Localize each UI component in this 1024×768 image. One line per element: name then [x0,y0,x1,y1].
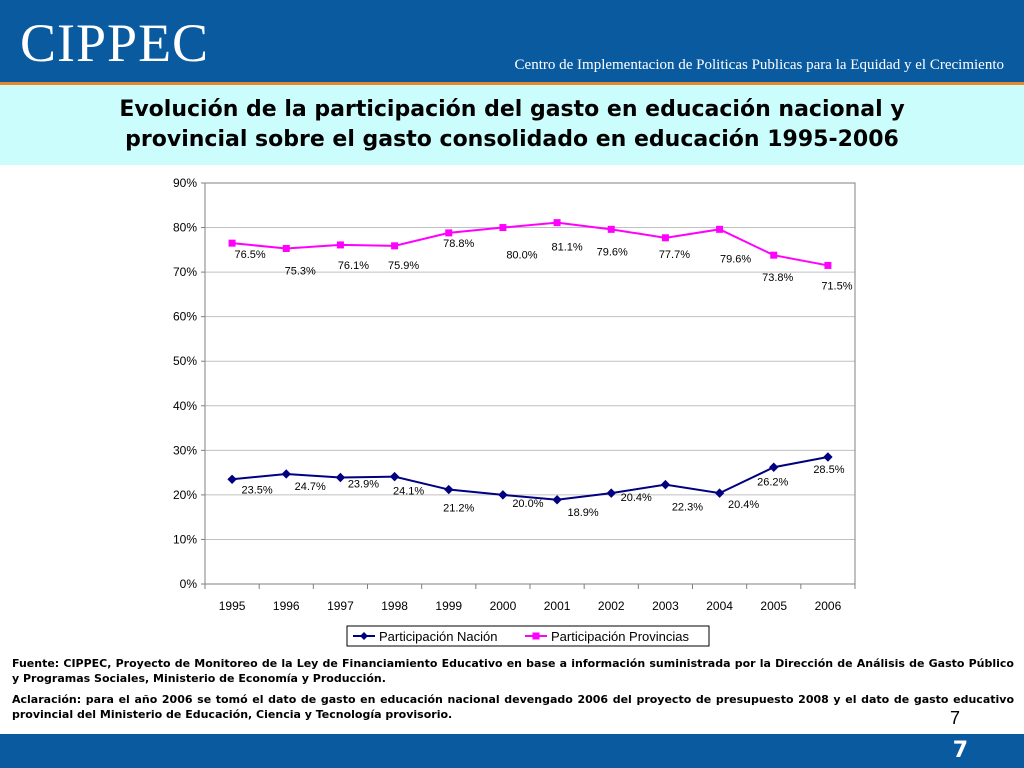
data-point [716,225,724,233]
data-label: 75.3% [285,265,316,277]
data-point [660,479,671,490]
data-label: 23.5% [241,484,272,496]
data-point [607,225,615,233]
y-tick-label: 70% [173,265,197,279]
y-tick-label: 80% [173,221,197,235]
x-tick-label: 2004 [706,599,733,613]
plot-area-border [204,182,856,585]
data-label: 20.0% [512,498,543,510]
data-label: 22.3% [672,502,703,514]
x-tick-label: 2001 [544,599,571,613]
data-point [714,488,725,498]
legend-label: Participación Provincias [551,629,690,644]
data-point [606,488,616,498]
data-point [227,474,237,485]
data-label: 20.4% [728,499,759,511]
data-point [498,490,508,500]
header-bar: CIPPEC Centro de Implementacion de Polit… [0,0,1024,85]
data-point [552,495,562,505]
data-label: 78.8% [443,238,474,250]
data-label: 21.2% [443,503,474,515]
page-number-small: 7 [950,708,961,728]
line-chart: 0%10%20%30%40%50%60%70%80%90% 1995 1996 19… [173,176,856,647]
clarification-note: Aclaración: para el año 2006 se tomó el … [12,693,1014,721]
data-point [391,242,399,250]
y-tick-label: 0% [180,577,198,591]
data-point [770,251,778,259]
data-label: 24.7% [295,481,326,493]
data-label: 28.5% [813,464,844,476]
x-tick-label: 1999 [435,599,462,613]
x-tick-label: 2005 [760,599,787,613]
y-tick-label: 20% [173,488,197,502]
series-line [231,456,829,501]
x-axis: 1995 1996 1997 1998 1999 2000 2001 2002 2003 2004… [204,584,856,613]
data-label: 77.7% [659,249,690,261]
x-tick-label: 1998 [381,599,408,613]
notes: Fuente: CIPPEC, Proyecto de Monitoreo de… [12,656,1014,728]
legend-label: Participación Nación [379,629,498,644]
data-point [824,261,832,269]
x-tick-label: 2002 [598,599,625,613]
data-point [823,452,833,462]
x-tick-label: 2006 [815,599,842,613]
data-point [281,469,291,479]
y-tick-label: 90% [173,176,197,190]
data-label: 81.1% [551,242,582,254]
chart-series: 23.5% 24.7% 23.9% 24.1% 21.2% 20.0% 18.9% 20.4%… [227,219,853,519]
data-point [661,234,669,242]
slide-title-line1: Evolución de la participación del gasto … [119,97,905,122]
x-tick-label: 1995 [219,599,246,613]
data-label: 79.6% [720,253,751,265]
source-note: Fuente: CIPPEC, Proyecto de Monitoreo de… [12,657,1014,685]
x-tick-label: 2000 [490,599,517,613]
y-tick-label: 10% [173,532,197,546]
title-band: Evolución de la participación del gasto … [0,85,1024,165]
data-point [444,484,454,495]
data-label: 18.9% [567,507,598,519]
y-tick-label: 50% [173,354,197,368]
chart-legend: Participación Nación Participación Provin… [346,625,710,647]
y-tick-label: 30% [173,443,197,457]
series-nacion: 23.5% 24.7% 23.9% 24.1% 21.2% 20.0% 18.9% 20.4%… [227,452,845,519]
slide-title: Evolución de la participación del gasto … [20,95,1004,155]
data-label: 79.6% [597,246,628,258]
page-number: 7 [952,738,968,763]
data-point [336,241,344,249]
y-tick-label: 60% [173,310,197,324]
data-label: 76.5% [234,249,265,261]
x-tick-label: 1996 [273,599,300,613]
data-point [499,224,507,232]
data-point [445,229,453,237]
x-tick-label: 2003 [652,599,679,613]
series-provincias: 76.5% 75.3% 76.1% 75.9% 78.8% 80.0% 81.1% 79.6%… [228,219,853,292]
data-label: 75.9% [388,260,419,272]
y-tick-label: 40% [173,399,197,413]
data-label: 80.0% [506,250,537,262]
slide-title-line2: provincial sobre el gasto consolidado en… [125,127,899,152]
legend-marker [532,632,540,640]
data-point [769,462,779,472]
cippec-logo: CIPPEC [20,13,210,73]
data-label: 26.2% [757,476,788,488]
series-line [231,221,829,267]
data-label: 24.1% [393,486,424,498]
data-point [553,219,561,227]
x-tick-label: 1997 [327,599,354,613]
legend-marker [360,632,368,640]
data-label: 73.8% [762,272,793,284]
header-subtitle: Centro de Implementacion de Politicas Pu… [514,57,1004,73]
data-label: 20.4% [621,492,652,504]
data-point [228,239,236,247]
data-label: 23.9% [348,479,379,491]
data-point [282,244,290,252]
data-point [335,472,346,483]
data-label: 71.5% [821,280,852,292]
data-point [389,471,400,482]
y-axis: 0% 10% 20% 30% 40% 50% 60% 70% 80% 90% [173,176,205,591]
footer-bar: 7 [0,734,1024,768]
data-label: 76.1% [338,260,369,272]
